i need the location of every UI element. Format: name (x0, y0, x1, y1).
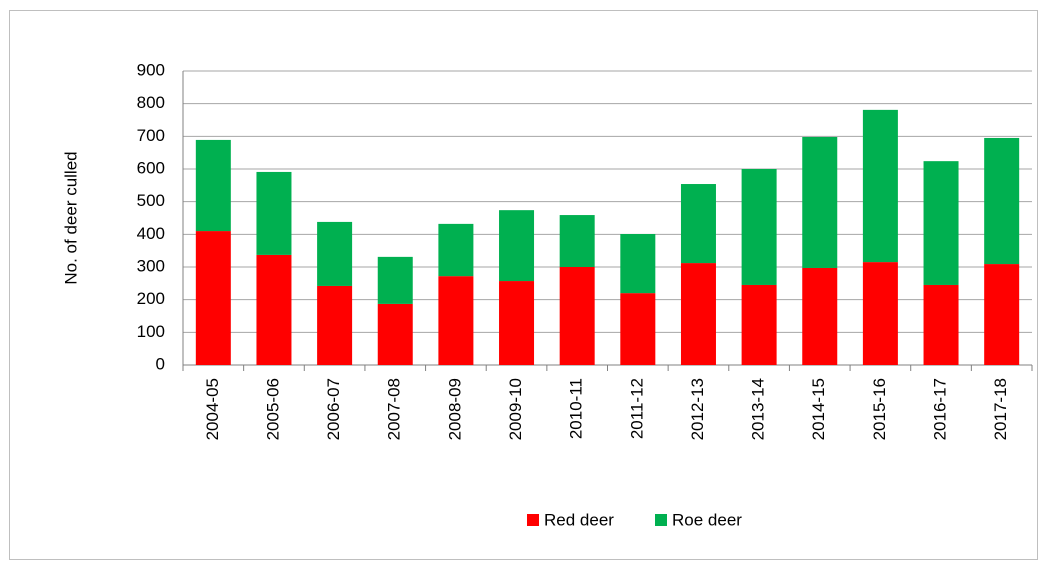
bar (680, 263, 716, 365)
x-tick-label: 2014-15 (809, 378, 828, 440)
bar (923, 161, 959, 285)
y-tick-label: 900 (137, 60, 165, 79)
bar (377, 256, 413, 304)
x-tick-label: 2006-07 (324, 378, 343, 440)
y-tick-label: 300 (137, 256, 165, 275)
x-tick-label: 2005-06 (263, 378, 282, 440)
legend-swatch (527, 514, 539, 526)
x-tick-label: 2010-11 (567, 378, 586, 439)
x-tick-label: 2009-10 (506, 378, 525, 440)
bar (802, 136, 838, 268)
bar (499, 210, 535, 282)
bar (741, 284, 777, 365)
bar (256, 171, 292, 255)
bar (438, 223, 474, 277)
x-tick-label: 2013-14 (749, 378, 768, 440)
bar (256, 254, 292, 365)
x-tick-label: 2007-08 (385, 378, 404, 440)
bar (741, 169, 777, 285)
bar (984, 264, 1020, 365)
legend-label: Roe deer (672, 510, 742, 529)
bar (923, 284, 959, 365)
x-tick-label: 2012-13 (688, 378, 707, 440)
y-tick-label: 700 (137, 126, 165, 145)
bar (195, 139, 231, 232)
y-tick-label: 500 (137, 191, 165, 210)
bar (317, 221, 353, 286)
bar (438, 276, 474, 365)
x-tick-label: 2004-05 (203, 378, 222, 440)
legend-label: Red deer (544, 510, 614, 529)
y-tick-label: 800 (137, 93, 165, 112)
bar (802, 267, 838, 365)
x-tick-label: 2017-18 (991, 378, 1010, 440)
bar (984, 137, 1020, 265)
x-tick-label: 2015-16 (870, 378, 889, 440)
bar (195, 231, 231, 365)
y-tick-label: 0 (156, 354, 165, 373)
y-tick-label: 100 (137, 322, 165, 341)
bar (499, 281, 535, 365)
x-tick-label: 2016-17 (931, 378, 950, 440)
y-axis-label: No. of deer culled (61, 151, 80, 284)
bar (377, 303, 413, 365)
y-tick-label: 600 (137, 158, 165, 177)
legend-swatch (655, 514, 667, 526)
bar (317, 285, 353, 365)
bar (680, 184, 716, 264)
x-tick-label: 2008-09 (445, 378, 464, 440)
bar (620, 293, 656, 365)
bar (620, 234, 656, 294)
bar (559, 215, 595, 267)
bar (559, 267, 595, 365)
x-tick-label: 2011-12 (627, 378, 646, 439)
bar (862, 262, 898, 365)
y-tick-label: 200 (137, 289, 165, 308)
y-tick-label: 400 (137, 224, 165, 243)
bar (862, 109, 898, 263)
